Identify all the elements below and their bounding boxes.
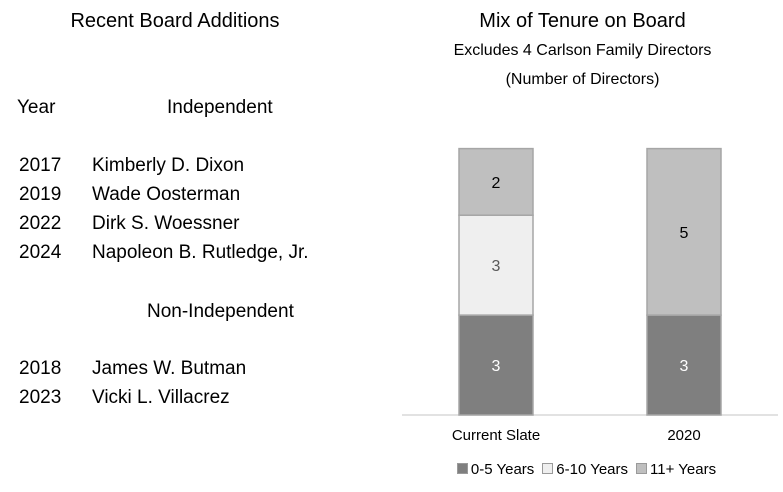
bar-data-label: 3 [492,358,501,375]
addition-year: 2023 [19,387,62,408]
independent-row: 2019 Wade Oosterman [0,184,400,208]
bar-data-label: 3 [680,358,689,375]
legend-entry: 6-10 Years [542,461,628,478]
category-tick-label: 2020 [667,427,700,444]
addition-year: 2024 [19,242,62,263]
legend-entry: 0-5 Years [456,461,535,478]
legend-swatch [636,463,648,474]
legend-label: 0-5 Years [470,461,535,478]
independent-row: 2022 Dirk S. Woessner [0,213,400,237]
bar-segment [458,314,534,416]
addition-year: 2019 [19,184,62,205]
bar-data-label: 3 [492,258,501,275]
independent-row: 2017 Kimberly D. Dixon [0,155,400,179]
addition-year: 2017 [19,155,62,176]
legend-entry: 11+ Years [636,461,716,478]
tenure-chart-panel: Mix of Tenure on Board Excludes 4 Carlso… [390,0,783,492]
non-independent-row: 2018 James W. Butman [0,358,400,382]
legend-label: 6-10 Years [556,461,629,478]
chart-subtitle: Excludes 4 Carlson Family Directors [453,42,712,59]
legend-swatch [542,463,554,474]
year-column-header: Year [17,97,56,118]
independent-row: 2024 Napoleon B. Rutledge, Jr. [0,242,400,266]
bar-segment [646,147,722,316]
chart-title: Mix of Tenure on Board [479,10,686,32]
director-name: Wade Oosterman [92,184,241,205]
director-name: Dirk S. Woessner [92,213,240,234]
bar-data-label: 2 [492,175,501,192]
director-name: Kimberly D. Dixon [92,155,245,176]
director-name: James W. Butman [92,358,247,379]
tenure-stacked-bar-chart: 3 3 2 Current Slate 3 5 2020 [402,147,778,444]
independent-header: Independent [167,97,273,118]
bar-segment [458,214,534,316]
chart-legend: 0-5 Years 6-10 Years 11+ Years [390,461,783,478]
addition-year: 2018 [19,358,62,379]
non-independent-row: 2023 Vicki L. Villacrez [0,387,400,411]
bar-data-label: 5 [680,225,689,242]
category-tick-label: Current Slate [452,427,540,444]
legend-swatch [456,463,468,474]
recent-board-additions-panel: Recent Board Additions Year Independent … [0,10,400,411]
legend-label: 11+ Years [650,461,717,478]
director-name: Vicki L. Villacrez [92,387,230,408]
recent-board-additions-title: Recent Board Additions [70,10,280,32]
non-independent-header: Non-Independent [147,301,294,322]
chart-units-subtitle: (Number of Directors) [505,71,660,88]
bar-segment [458,147,534,216]
addition-year: 2022 [19,213,62,234]
director-name: Napoleon B. Rutledge, Jr. [92,242,309,263]
